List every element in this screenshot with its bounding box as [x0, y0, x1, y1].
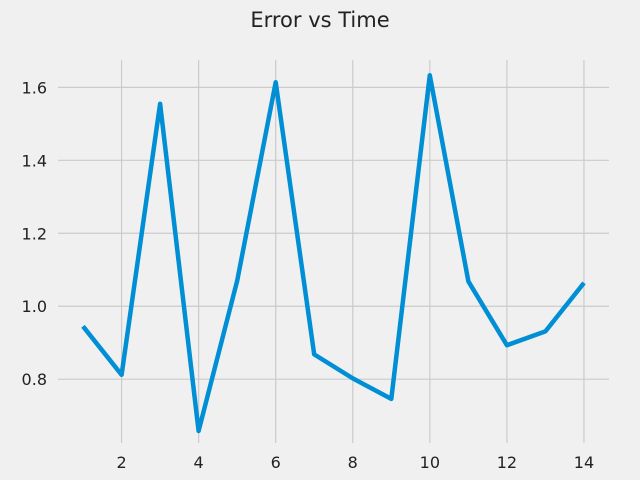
x-axis: 2 4 6 8 10 12 14: [116, 453, 594, 472]
y-axis: 0.8 1.0 1.2 1.4 1.6: [22, 78, 47, 389]
y-tick-label: 1.0: [22, 297, 47, 316]
y-tick-label: 1.2: [22, 224, 47, 243]
x-tick-label: 8: [348, 453, 358, 472]
x-tick-label: 14: [574, 453, 594, 472]
y-tick-label: 1.4: [22, 151, 47, 170]
x-tick-label: 6: [271, 453, 281, 472]
chart-title: Error vs Time: [250, 8, 389, 32]
x-tick-label: 4: [194, 453, 204, 472]
plot-lines: [81, 73, 586, 434]
y-tick-label: 0.8: [22, 370, 47, 389]
y-tick-label: 1.6: [22, 78, 47, 97]
x-tick-label: 10: [420, 453, 440, 472]
series-line: [81, 73, 586, 434]
x-tick-label: 2: [116, 453, 126, 472]
x-tick-label: 12: [497, 453, 517, 472]
